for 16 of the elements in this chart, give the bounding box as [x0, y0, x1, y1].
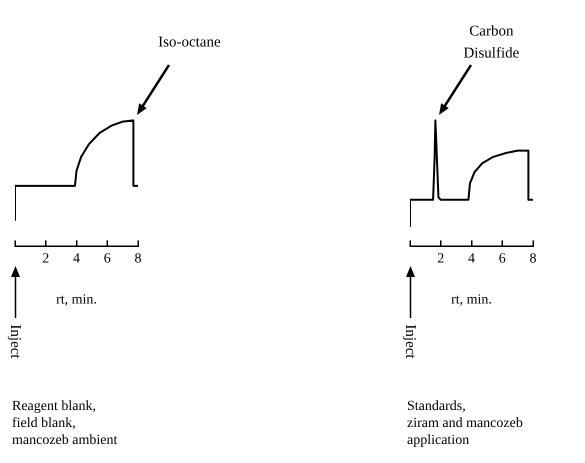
- x-tick-label: 8: [134, 251, 142, 266]
- x-axis-title: rt, min.: [56, 292, 97, 308]
- x-tick-label: 2: [437, 251, 444, 266]
- x-tick-label: 4: [468, 251, 475, 266]
- x-tick-label: 4: [73, 251, 80, 266]
- text: Inject: [7, 324, 24, 360]
- x-tick-label: 6: [104, 251, 111, 266]
- x-tick-label: 2: [42, 251, 50, 266]
- x-axis-title: rt, min.: [451, 292, 492, 308]
- text: Iso-octane: [158, 34, 221, 50]
- text: Inject: [402, 324, 418, 360]
- text: Carbon Disulfide: [463, 23, 520, 62]
- x-tick-label: 6: [498, 251, 506, 266]
- text: Reagent blank, field blank, mancozeb ambient: [12, 398, 118, 449]
- x-tick-label: 8: [530, 251, 536, 266]
- text: Standards, ziram and mancozeb application: [407, 398, 523, 449]
